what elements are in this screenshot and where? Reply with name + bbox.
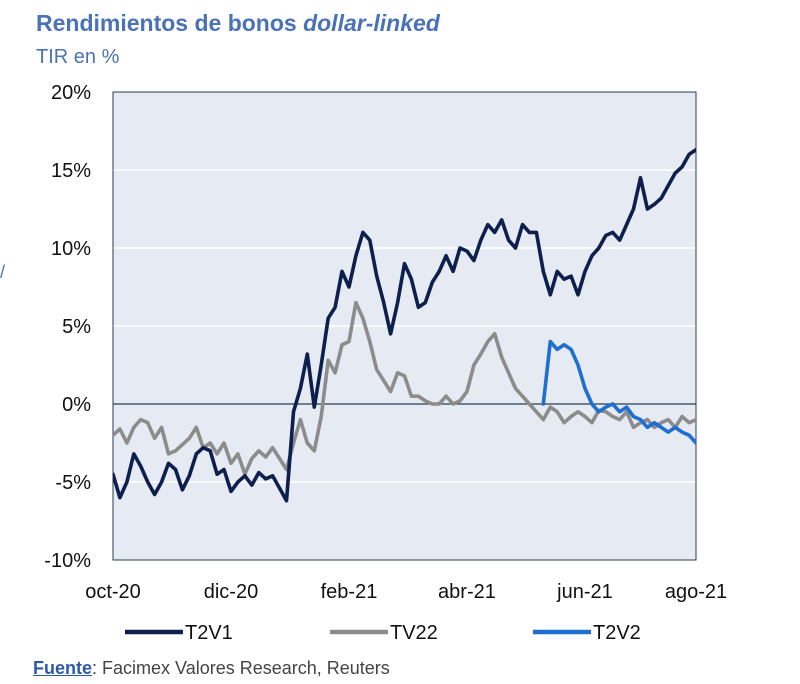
y-tick-label: 15%: [51, 160, 91, 182]
chart-title: Rendimientos de bonos dollar-linked: [36, 10, 440, 37]
x-tick-label: dic-20: [204, 581, 258, 603]
y-tick-label: 10%: [51, 238, 91, 260]
source-text: : Facimex Valores Research, Reuters: [92, 658, 390, 678]
x-tick-label: abr-21: [438, 581, 496, 603]
chart-title-italic: dollar-linked: [303, 10, 440, 36]
series-line-t2v1: [113, 147, 696, 503]
plot-frame: [112, 91, 697, 561]
y-tick-label: 0%: [62, 394, 91, 416]
side-mark: /: [0, 262, 6, 282]
x-tick-label: feb-21: [321, 581, 378, 603]
x-tick-label: oct-20: [85, 581, 141, 603]
x-tick-label: jun-21: [556, 581, 613, 603]
y-tick-label: -5%: [55, 472, 91, 494]
chart-title-main: Rendimientos de bonos: [36, 10, 304, 36]
y-tick-label: 20%: [51, 82, 91, 104]
legend-label-t2v1: T2V1: [185, 622, 233, 644]
chart-subtitle: TIR en %: [36, 46, 120, 68]
source-note: Fuente: Facimex Valores Research, Reuter…: [33, 658, 390, 679]
x-tick-label: ago-21: [665, 581, 727, 603]
series-line-t2v2: [541, 339, 696, 445]
y-tick-label: 5%: [62, 316, 91, 338]
legend-label-t2v2: T2V2: [593, 622, 641, 644]
y-tick-label: -10%: [44, 550, 91, 572]
source-label: Fuente: [33, 658, 93, 678]
legend-label-tv22: TV22: [390, 622, 438, 644]
